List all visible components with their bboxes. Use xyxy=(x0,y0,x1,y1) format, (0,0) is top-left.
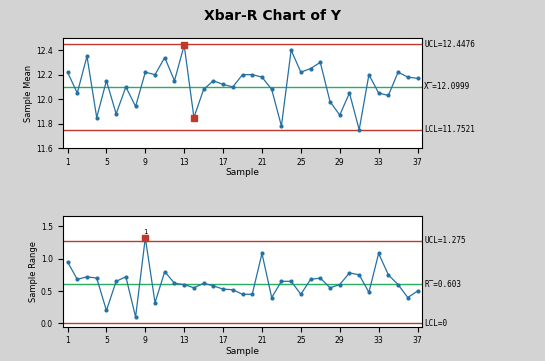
Text: R̅=0.603: R̅=0.603 xyxy=(424,280,461,289)
X-axis label: Sample: Sample xyxy=(226,347,259,356)
Y-axis label: Sample Mean: Sample Mean xyxy=(25,65,33,122)
Y-axis label: Sample Range: Sample Range xyxy=(29,241,38,302)
Text: X̅=12.0999: X̅=12.0999 xyxy=(424,82,470,91)
Text: UCL=1.275: UCL=1.275 xyxy=(424,236,465,245)
Text: Xbar-R Chart of Y: Xbar-R Chart of Y xyxy=(204,9,341,23)
Text: UCL=12.4476: UCL=12.4476 xyxy=(424,40,475,49)
Text: LCL=11.7521: LCL=11.7521 xyxy=(424,125,475,134)
X-axis label: Sample: Sample xyxy=(226,168,259,177)
Text: 1: 1 xyxy=(143,229,148,235)
Text: LCL=0: LCL=0 xyxy=(424,319,447,328)
